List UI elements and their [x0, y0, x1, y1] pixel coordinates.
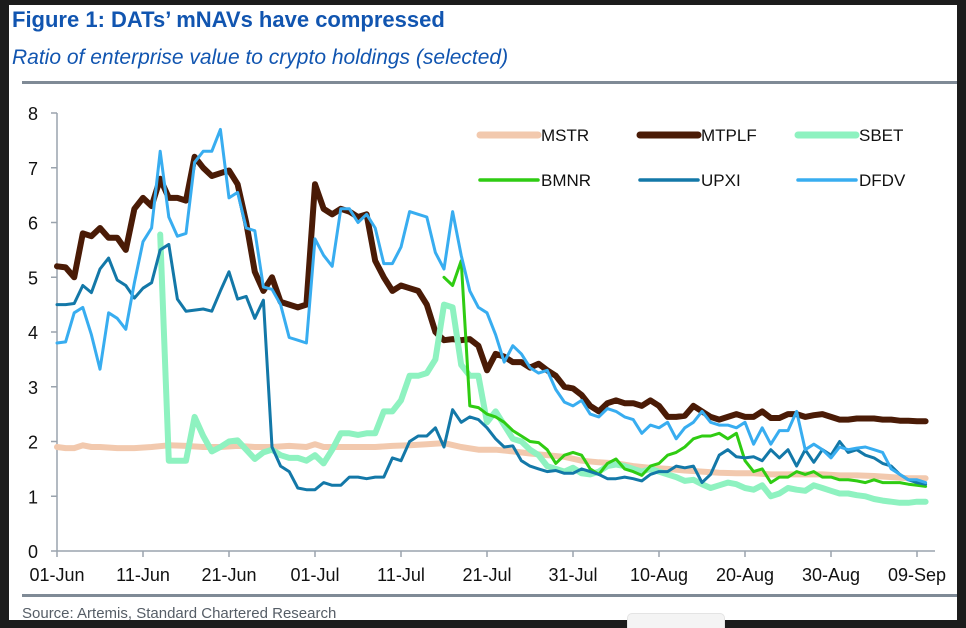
- x-tick-label: 01-Jun: [29, 565, 84, 585]
- y-tick-label: 4: [28, 323, 38, 343]
- source-note: Source: Artemis, Standard Chartered Rese…: [22, 605, 337, 622]
- figure-subtitle: Ratio of enterprise value to crypto hold…: [12, 46, 509, 69]
- series-line-dfdv: [55, 127, 928, 485]
- x-tick-label: 09-Sep: [888, 565, 946, 585]
- legend-label: DFDV: [859, 171, 906, 190]
- legend-item-mstr: MSTR: [476, 126, 589, 145]
- x-tick-label: 31-Jul: [548, 565, 597, 585]
- x-tick-label: 20-Aug: [716, 565, 774, 585]
- x-tick-label: 01-Jul: [290, 565, 339, 585]
- legend-item-sbet: SBET: [794, 126, 903, 145]
- top-divider: [22, 81, 957, 84]
- faint-overlay-box: [627, 613, 725, 628]
- y-tick-label: 0: [28, 542, 38, 562]
- series-line-upxi: [55, 242, 928, 492]
- x-tick-label: 21-Jul: [462, 565, 511, 585]
- y-tick-label: 7: [28, 159, 38, 179]
- legend-item-upxi: UPXI: [638, 171, 741, 190]
- legend-item-bmnr: BMNR: [478, 171, 591, 190]
- y-tick-label: 5: [28, 268, 38, 288]
- legend-label: BMNR: [541, 171, 591, 190]
- series-lines: [54, 127, 929, 506]
- y-tick-label: 8: [28, 104, 38, 124]
- bottom-divider: [22, 594, 957, 597]
- figure-title: Figure 1: DATs’ mNAVs have compressed: [12, 7, 445, 32]
- figure-page: Figure 1: DATs’ mNAVs have compressed Ra…: [9, 5, 957, 628]
- y-tick-label: 3: [28, 378, 38, 398]
- x-tick-label: 11-Jul: [377, 565, 425, 585]
- legend-label: MSTR: [541, 126, 589, 145]
- axes: 0 1 2 3 4 5 6 7 8 01-Jun 11-Jun 21-Jun 01-Jul 11-Jul 2…: [28, 104, 946, 585]
- legend-label: SBET: [859, 126, 903, 145]
- x-tick-label: 11-Jun: [116, 565, 170, 585]
- y-tick-label: 1: [28, 487, 38, 507]
- legend: MSTR MTPLF SBET BMNR UPXI DFDV: [476, 126, 906, 190]
- legend-item-mtplf: MTPLF: [636, 126, 757, 145]
- y-tick-label: 2: [28, 433, 38, 453]
- legend-label: UPXI: [701, 171, 741, 190]
- y-tick-label: 6: [28, 214, 38, 234]
- series-line-bmnr: [442, 259, 928, 488]
- x-tick-label: 21-Jun: [201, 565, 256, 585]
- series-line-sbet: [157, 231, 929, 506]
- x-tick-label: 10-Aug: [630, 565, 688, 585]
- series-line-mtplf: [54, 153, 929, 425]
- x-tick-label: 30-Aug: [802, 565, 860, 585]
- legend-item-dfdv: DFDV: [796, 171, 906, 190]
- legend-label: MTPLF: [701, 126, 757, 145]
